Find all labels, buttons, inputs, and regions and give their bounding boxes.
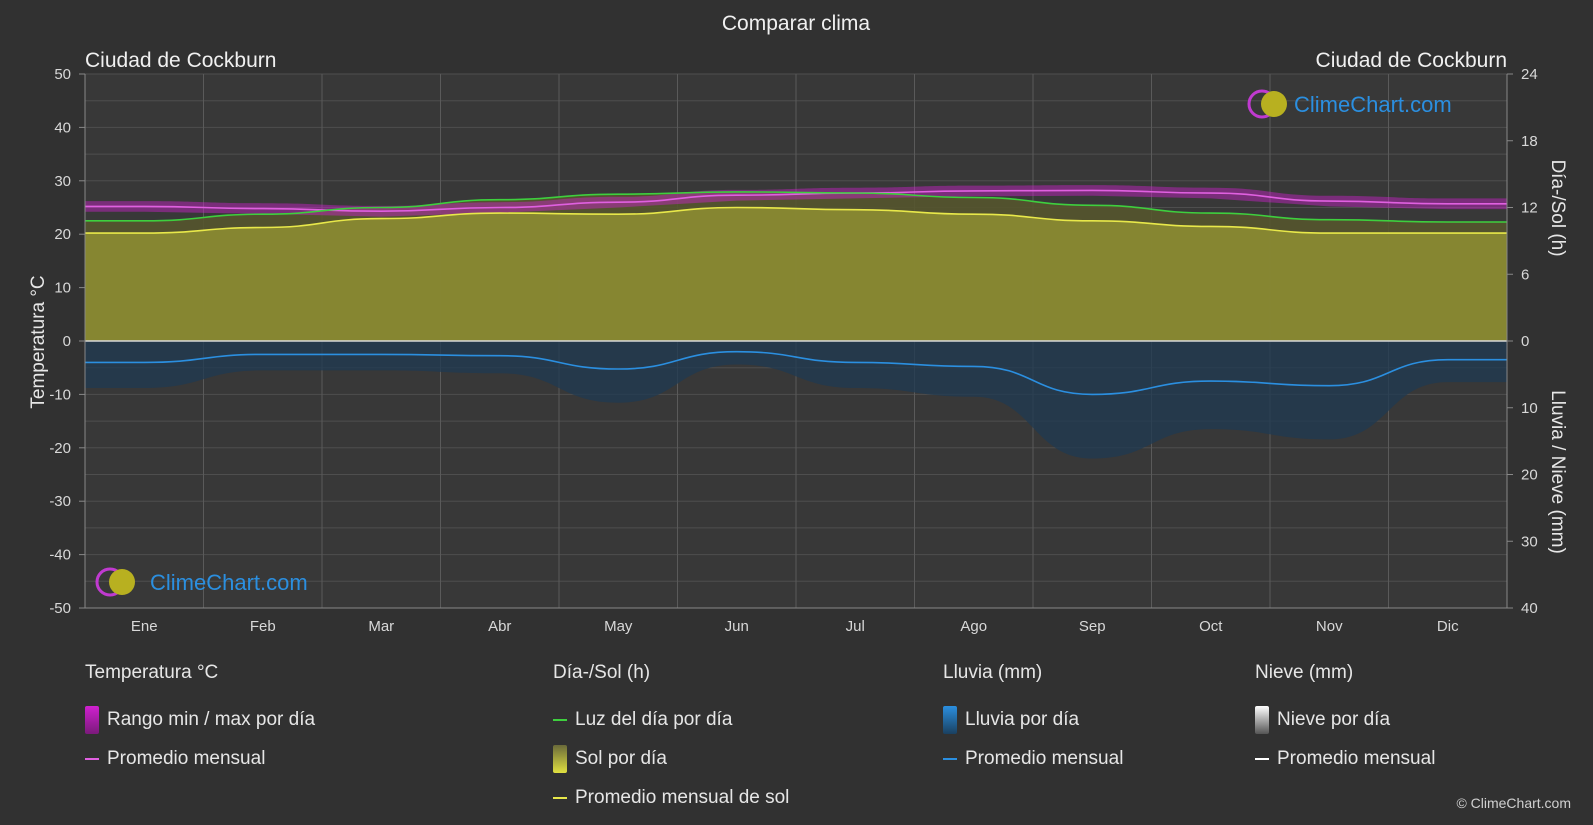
left-axis-label: Temperatura °C (28, 275, 49, 408)
left-tick-label: 50 (54, 66, 71, 83)
rain-fill (85, 341, 1507, 459)
temp-range-swatch (85, 705, 99, 734)
right-top-tick-label: 6 (1521, 266, 1529, 283)
logo-sun-icon (109, 569, 135, 595)
month-tick-label: Abr (488, 618, 511, 635)
right-axis-bottom-label: Lluvia / Nieve (mm) (1547, 390, 1568, 554)
month-tick-label: Feb (250, 618, 276, 635)
sunshine-fill (85, 207, 1507, 341)
series-lines (84, 189, 1507, 396)
climate-chart: Comparar clima Ciudad de Cockburn Ciudad… (28, 12, 1568, 635)
legend: Temperatura °C Rango min / max por día P… (0, 662, 1593, 812)
legend-title: Nieve (mm) (1255, 662, 1354, 683)
temp-mean-swatch (85, 757, 99, 760)
location-right: Ciudad de Cockburn (1316, 49, 1507, 72)
legend-item: Promedio mensual (1255, 739, 1435, 778)
legend-item: Lluvia por día (943, 700, 1123, 739)
legend-label: Promedio mensual (1277, 747, 1436, 769)
legend-label: Promedio mensual (107, 747, 266, 769)
tick-labels: 50 40 30 20 10 0 -10 -20 -30 -40 -50 24 18 12 6 0 10 20 30… (49, 66, 1537, 635)
right-bottom-tick-label: 10 (1521, 400, 1538, 417)
legend-group-temperature: Temperatura °C Rango min / max por día P… (85, 662, 315, 778)
daylight-swatch (553, 718, 567, 721)
legend-label: Promedio mensual (965, 747, 1124, 769)
snow-mean-swatch (1255, 757, 1269, 760)
left-tick-label: 30 (54, 173, 71, 190)
month-tick-label: Ene (131, 618, 158, 635)
legend-item: Rango min / max por día (85, 700, 315, 739)
month-tick-label: Mar (368, 618, 394, 635)
right-bottom-tick-label: 20 (1521, 467, 1538, 484)
logo-bottom: ClimeChart.com (95, 567, 308, 597)
month-tick-label: Oct (1199, 618, 1223, 635)
right-top-tick-label: 24 (1521, 66, 1538, 83)
logo-text: ClimeChart.com (1294, 92, 1452, 117)
left-tick-label: 20 (54, 226, 71, 243)
copyright: © ClimeChart.com (1456, 795, 1571, 811)
right-top-tick-label: 18 (1521, 133, 1538, 150)
snow-swatch (1255, 705, 1269, 734)
right-bottom-tick-label: 40 (1521, 600, 1538, 617)
left-tick-label: -20 (49, 440, 71, 457)
rain-swatch (943, 705, 957, 734)
legend-label: Sol por día (575, 747, 667, 769)
month-tick-label: Dic (1437, 618, 1459, 635)
left-tick-label: 40 (54, 119, 71, 136)
legend-group-rain: Lluvia (mm) Lluvia por día Promedio mens… (943, 662, 1123, 778)
left-tick-label: 0 (63, 333, 71, 350)
left-tick-label: 10 (54, 280, 71, 297)
sunshine-mean-swatch (553, 796, 567, 799)
temp-mean-line (84, 189, 1507, 213)
left-tick-label: -40 (49, 547, 71, 564)
legend-item: Sol por día (553, 739, 789, 778)
month-tick-label: May (604, 618, 633, 635)
legend-item: Promedio mensual (943, 739, 1123, 778)
chart-title: Comparar clima (722, 12, 871, 35)
right-axis-top-label: Día-/Sol (h) (1547, 159, 1568, 256)
legend-item: Promedio mensual (85, 739, 315, 778)
legend-label: Nieve por día (1277, 708, 1391, 730)
legend-title: Temperatura °C (85, 662, 219, 683)
legend-title: Día-/Sol (h) (553, 662, 651, 683)
rain-area (85, 341, 1507, 459)
daylight-line (85, 191, 1507, 223)
legend-group-daylight: Día-/Sol (h) Luz del día por día Sol por… (553, 662, 789, 817)
right-bottom-tick-label: 30 (1521, 533, 1538, 550)
right-top-tick-label: 12 (1521, 200, 1538, 217)
left-tick-label: -30 (49, 493, 71, 510)
sunshine-mean-line (84, 206, 1507, 234)
sunshine-area (85, 191, 1507, 341)
sunshine-swatch (553, 744, 567, 773)
month-tick-label: Nov (1316, 618, 1343, 635)
legend-label: Lluvia por día (965, 708, 1080, 730)
legend-label: Luz del día por día (575, 708, 733, 730)
legend-label: Rango min / max por día (107, 708, 316, 730)
logo-top: ClimeChart.com (1247, 89, 1452, 119)
left-tick-label: -50 (49, 600, 71, 617)
legend-item: Promedio mensual de sol (553, 778, 789, 817)
location-left: Ciudad de Cockburn (85, 49, 276, 72)
legend-label: Promedio mensual de sol (575, 786, 790, 808)
left-tick-label: -10 (49, 386, 71, 403)
logo-text: ClimeChart.com (150, 570, 308, 595)
month-tick-label: Jun (725, 618, 749, 635)
right-top-tick-label: 0 (1521, 333, 1529, 350)
legend-item: Luz del día por día (553, 700, 789, 739)
month-tick-label: Jul (846, 618, 865, 635)
legend-title: Lluvia (mm) (943, 662, 1043, 683)
logo-sun-icon (1261, 91, 1287, 117)
month-tick-label: Sep (1079, 618, 1106, 635)
legend-item: Nieve por día (1255, 700, 1435, 739)
rain-mean-line (85, 350, 1507, 396)
legend-group-snow: Nieve (mm) Nieve por día Promedio mensua… (1255, 662, 1435, 778)
rain-mean-swatch (943, 757, 957, 760)
month-tick-label: Ago (960, 618, 987, 635)
